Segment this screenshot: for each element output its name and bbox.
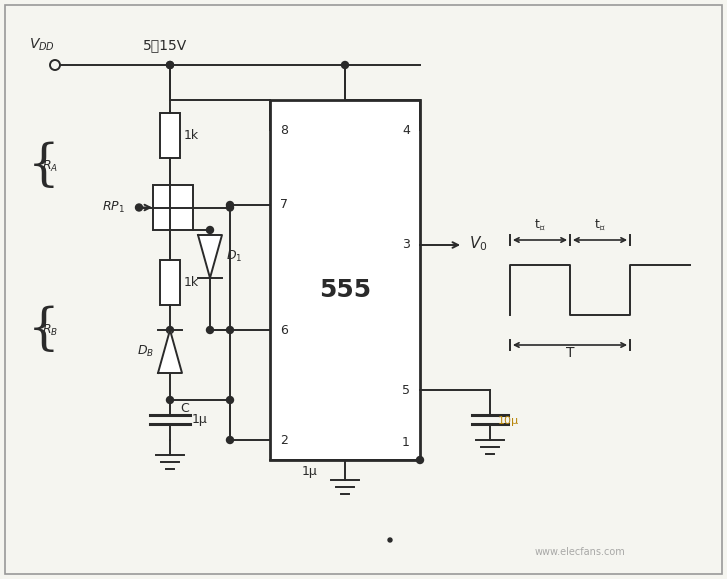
- Circle shape: [166, 61, 174, 68]
- Bar: [153, 185, 193, 230]
- Circle shape: [227, 327, 233, 334]
- Circle shape: [166, 397, 174, 404]
- Text: $D_B$: $D_B$: [137, 344, 154, 359]
- Circle shape: [227, 201, 233, 208]
- Text: $V_{DD}$: $V_{DD}$: [29, 37, 55, 53]
- Bar: [270, 100, 420, 460]
- Text: 5〜15V: 5〜15V: [143, 38, 187, 52]
- Polygon shape: [198, 235, 222, 278]
- Text: 2: 2: [280, 434, 288, 446]
- Circle shape: [135, 204, 142, 211]
- Circle shape: [227, 397, 233, 404]
- Text: t$_{充}$: t$_{充}$: [534, 218, 546, 232]
- Text: 1μ: 1μ: [302, 465, 318, 478]
- Polygon shape: [158, 330, 182, 373]
- Text: $R_A$: $R_A$: [42, 159, 58, 174]
- Circle shape: [227, 204, 233, 211]
- Circle shape: [342, 61, 348, 68]
- Text: 1k: 1k: [184, 276, 199, 289]
- Text: t$_{放}$: t$_{放}$: [594, 218, 606, 232]
- Text: {: {: [28, 305, 60, 355]
- Bar: [160, 113, 180, 158]
- Text: 555: 555: [319, 278, 371, 302]
- Text: T: T: [566, 346, 574, 360]
- Text: $V_0$: $V_0$: [469, 234, 488, 254]
- Text: www.elecfans.com: www.elecfans.com: [534, 547, 625, 557]
- Text: 1μ: 1μ: [192, 413, 208, 426]
- Circle shape: [166, 61, 174, 68]
- Text: 5: 5: [402, 383, 410, 397]
- Text: $RP_1$: $RP_1$: [102, 200, 125, 215]
- Circle shape: [388, 538, 392, 542]
- Text: 4: 4: [402, 123, 410, 137]
- Text: 8: 8: [280, 123, 288, 137]
- Text: $D_1$: $D_1$: [226, 249, 242, 264]
- Text: 1: 1: [402, 435, 410, 449]
- Text: 3: 3: [402, 239, 410, 251]
- Text: $R_B$: $R_B$: [42, 323, 58, 338]
- Text: C: C: [180, 402, 189, 415]
- Circle shape: [417, 456, 424, 464]
- Text: 1k: 1k: [184, 129, 199, 142]
- Text: 10μ: 10μ: [498, 416, 519, 427]
- Text: {: {: [28, 142, 60, 191]
- Circle shape: [206, 327, 214, 334]
- Text: 6: 6: [280, 324, 288, 336]
- Circle shape: [206, 226, 214, 233]
- Circle shape: [227, 437, 233, 444]
- Text: 7: 7: [280, 199, 288, 211]
- Bar: [160, 260, 180, 305]
- Circle shape: [166, 327, 174, 334]
